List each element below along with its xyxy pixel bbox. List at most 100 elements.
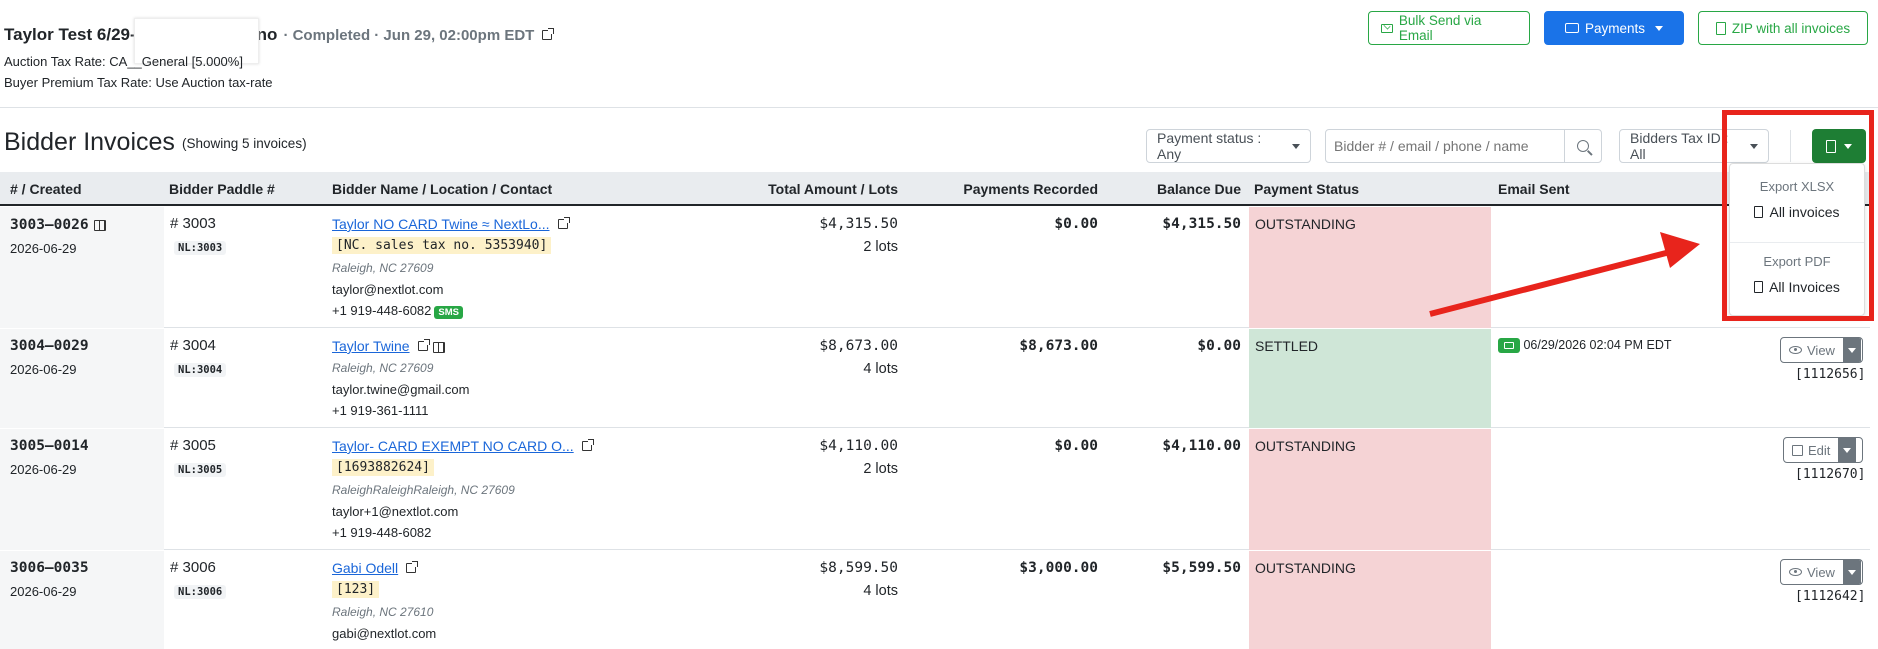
bidder-name-link[interactable]: Taylor- CARD EXEMPT NO CARD O... [332, 438, 574, 454]
external-link-icon[interactable] [406, 561, 419, 573]
bidders-tax-id-select[interactable]: Bidders Tax ID : All [1619, 129, 1769, 163]
bidder-location: Raleigh, NC 27609 [332, 261, 434, 275]
bidder-email: taylor.twine@gmail.com [332, 382, 470, 397]
tax-tag: [NC. sales tax no. 5353940] [332, 237, 552, 254]
column-header: Bidder Paddle # [169, 181, 275, 197]
total-amount: $4,110.00 [819, 438, 898, 454]
export-xlsx-all-invoices[interactable]: All invoices [1730, 204, 1864, 220]
zip-invoices-button[interactable]: ZIP with all invoices [1698, 11, 1868, 45]
external-link-icon[interactable] [581, 439, 594, 451]
nl-badge: NL:3003 [174, 241, 227, 255]
export-xlsx-header: Export XLSX [1759, 179, 1835, 194]
bidder-email: taylor@nextlot.com [332, 282, 444, 297]
edit-invoice-button[interactable]: Edit [1783, 437, 1863, 463]
export-button[interactable] [1812, 129, 1866, 163]
nl-badge: NL:3006 [174, 585, 227, 599]
action-dropdown-toggle[interactable] [1842, 560, 1861, 584]
action-dropdown-toggle[interactable] [1842, 338, 1861, 362]
bidder-phone: +1 919-361-1111 [332, 403, 429, 418]
ledger-icon [432, 342, 445, 354]
export-pdf-all-invoices[interactable]: All Invoices [1730, 279, 1864, 295]
status-cell [1249, 429, 1491, 550]
edit-icon [1792, 444, 1803, 456]
export-dropdown-menu: Export XLSX All invoices Export PDF All … [1729, 163, 1865, 316]
zip-file-icon [1715, 21, 1726, 35]
external-link-icon[interactable] [557, 217, 570, 229]
payments-button[interactable]: Payments [1544, 11, 1684, 45]
buyer-premium-tax-rate: Buyer Premium Tax Rate: Use Auction tax-… [4, 75, 273, 90]
export-pdf-header: Export PDF [1763, 254, 1831, 269]
payments-recorded: $8,673.00 [1019, 338, 1098, 354]
column-header: # / Created [10, 181, 82, 197]
bidder-location: RaleighRaleighRaleigh, NC 27609 [332, 483, 515, 497]
envelope-icon [1381, 23, 1393, 33]
bidder-email: gabi@nextlot.com [332, 626, 437, 641]
auction-tax-rate: Auction Tax Rate: CA__General [5.000%] [4, 54, 243, 69]
balance-due: $4,315.50 [1162, 216, 1241, 232]
tax-tag: [1693882624] [332, 459, 434, 476]
payment-status-select[interactable]: Payment status : Any [1146, 129, 1311, 163]
auction-title-end: no [256, 25, 278, 44]
eye-icon [1789, 568, 1802, 576]
bulk-send-button[interactable]: Bulk Send via Email [1368, 11, 1530, 45]
bidder-name-link[interactable]: Taylor Twine [332, 338, 410, 354]
column-header: Payment Status [1254, 181, 1360, 197]
chevron-down-icon [1292, 143, 1300, 149]
total-amount: $4,315.50 [819, 216, 898, 232]
invoice-ref: [1112642] [1795, 589, 1866, 604]
action-dropdown-toggle[interactable] [1838, 438, 1857, 462]
created-date: 2026-06-29 [10, 462, 77, 477]
dropdown-divider [1730, 242, 1864, 243]
money-icon [1564, 23, 1579, 33]
payments-recorded: $0.00 [1054, 216, 1098, 232]
search-icon [1577, 140, 1589, 152]
invoice-number[interactable]: 3005–0014 [10, 438, 89, 454]
created-date: 2026-06-29 [10, 362, 77, 377]
pdf-file-icon [1754, 281, 1764, 293]
bidder-search-input[interactable] [1325, 129, 1565, 163]
search-button[interactable] [1564, 129, 1602, 163]
payment-status: SETTLED [1255, 338, 1319, 354]
payment-status: OUTSTANDING [1255, 438, 1356, 454]
view-invoice-button[interactable]: View [1780, 337, 1863, 363]
invoice-number[interactable]: 3006–0035 [10, 560, 89, 576]
bidder-phone: +1 919-448-6082 [332, 525, 432, 540]
row-stripe [0, 207, 164, 328]
lots-count: 2 lots [863, 239, 898, 255]
table-row: 3004–0029 2026-06-29 # 3004 NL:3004 Tayl… [0, 329, 1870, 428]
chevron-down-icon [1750, 143, 1758, 149]
invoice-count: (Showing 5 invoices) [182, 136, 307, 151]
bidder-location: Raleigh, NC 27610 [332, 605, 434, 619]
invoice-number[interactable]: 3004–0029 [10, 338, 89, 354]
row-stripe [0, 329, 164, 428]
file-export-icon [1826, 139, 1836, 153]
invoice-number[interactable]: 3003–0026 [10, 217, 106, 233]
section-title: Bidder Invoices [4, 128, 175, 156]
balance-due: $0.00 [1197, 338, 1241, 354]
table-header: # / Created Bidder Paddle # Bidder Name … [0, 172, 1870, 206]
lots-count: 4 lots [863, 583, 898, 599]
table-row: 3006–0035 2026-06-29 # 3006 NL:3006 Gabi… [0, 551, 1870, 649]
paddle-number: # 3006 [170, 559, 216, 576]
envelope-icon [1498, 338, 1520, 354]
auction-status: · Completed · Jun 29, 02:00pm EDT [283, 26, 535, 44]
status-cell [1249, 551, 1491, 649]
payments-label: Payments [1584, 20, 1646, 36]
excel-file-icon [1754, 206, 1764, 218]
bidder-name-link[interactable]: Taylor NO CARD Twine ≈ NextLo... [332, 216, 550, 232]
bidder-name-link[interactable]: Gabi Odell [332, 560, 399, 576]
created-date: 2026-06-29 [10, 584, 77, 599]
toolbar-separator [1790, 130, 1791, 162]
payment-status-value: Payment status : Any [1157, 130, 1262, 162]
external-link-icon[interactable] [417, 339, 430, 351]
balance-due: $4,110.00 [1162, 438, 1241, 454]
auction-title-start: Taylor Test 6/29- [4, 25, 136, 44]
lots-count: 2 lots [863, 461, 898, 477]
balance-due: $5,599.50 [1162, 560, 1241, 576]
created-date: 2026-06-29 [10, 241, 77, 256]
payment-status: OUTSTANDING [1255, 560, 1356, 576]
external-link-icon[interactable] [542, 28, 555, 40]
view-invoice-button[interactable]: View [1780, 559, 1863, 585]
status-cell [1249, 329, 1491, 428]
total-amount: $8,673.00 [819, 338, 898, 354]
